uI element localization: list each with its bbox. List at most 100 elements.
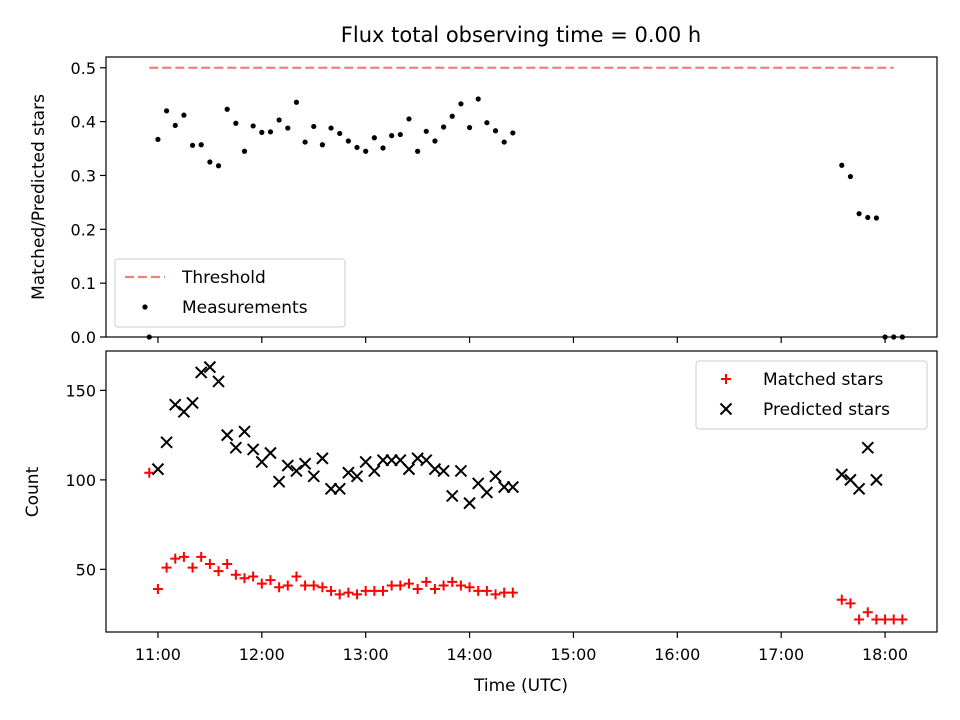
measurement-point [873,215,880,221]
measurement-point [285,125,291,131]
matched-stars-point [230,569,241,580]
matched-stars-point [464,582,475,593]
measurement-point [146,334,152,340]
legend-frame [114,258,346,328]
measurement-point [163,108,170,114]
matched-stars-point [265,575,276,586]
predicted-stars-point [342,466,355,479]
x-tick-label: 18:00 [862,645,908,664]
measurement-point [267,129,274,135]
matched-stars-point [161,562,172,573]
matched-stars-point [447,576,458,587]
measurement-point [215,163,222,169]
measurement-point [172,122,178,128]
matched-stars-point [880,614,891,625]
matched-stars-point [256,578,267,589]
legend-label: Matched stars [763,370,883,390]
x-tick-label: 15:00 [550,645,596,664]
predicted-stars-point [835,468,848,481]
matched-stars-point [429,584,440,595]
predicted-stars-point [368,464,381,478]
axes-frame [105,350,938,633]
top-panel: 0.0 0.1 0.2 0.3 0.4 0.5 Threshold Measurements [71,56,938,347]
matched-stars-point [386,580,397,591]
matched-stars-point [300,580,311,591]
y-tick-label: 50 [76,560,96,579]
matched-stars-point [196,551,207,562]
measurement-point [492,128,499,134]
legend-label: Predicted stars [763,400,890,420]
predicted-stars-point [229,441,243,454]
measurement-point [207,159,213,165]
predicted-stars-point [186,396,199,410]
matched-stars-point [291,571,302,582]
measurement-point [181,112,187,118]
y-tick-label: 0.0 [71,328,96,347]
matched-stars-point [455,580,466,591]
matched-stars-point [239,573,250,584]
matched-stars-point [507,587,518,598]
x-tick-label: 13:00 [343,645,389,664]
predicted-stars-point [203,360,217,374]
predicted-stars-point [220,428,234,442]
measurement-point [882,334,888,340]
predicted-stars-point [212,375,225,388]
predicted-stars-point [151,462,165,476]
matched-stars-point [343,587,354,598]
predicted-stars-point [246,443,260,456]
matched-stars-point [862,607,873,618]
predicted-stars-point [272,475,286,488]
axes-frame [105,56,938,338]
predicted-stars-point [437,464,450,478]
measurement-point [397,131,403,138]
matched-stars-point [222,558,233,569]
measurement-point [319,142,326,148]
matched-stars-point [187,562,198,573]
legend: Matched stars Predicted stars [695,360,928,430]
legend-label: Threshold [181,268,266,288]
y-tick-label: 0.3 [71,166,96,185]
measurement-point [891,334,897,340]
matched-stars-point [403,578,414,589]
predicted-stars-point [852,482,866,496]
matched-stars-point [170,553,181,564]
y-tick-label: 100 [65,471,96,490]
predicted-stars-point [307,470,320,483]
matched-stars-point [369,585,380,596]
legend-frame [695,360,928,430]
measurement-point [311,123,317,130]
matched-stars-point [871,614,882,625]
matched-stars-point [499,587,510,598]
matched-stars-point [144,467,155,478]
x-tick-label: 11:00 [135,645,181,664]
predicted-stars-point [489,470,502,483]
measurement-point [363,148,369,154]
measurement-point [354,144,360,151]
matched-stars-point [438,580,449,591]
predicted-stars-point [454,464,468,478]
measurement-point [406,116,412,122]
matched-stars-point [836,594,847,605]
measurement-point [371,135,377,141]
predicted-stars-point [480,486,494,499]
measurement-point [847,173,854,180]
predicted-stars-point [169,398,182,411]
matched-stars-point [308,580,319,591]
predicted-stars-point [350,470,364,483]
measurement-point [856,211,862,217]
measurement-point [865,214,871,221]
matched-stars-point [473,585,484,596]
matched-stars-point [334,589,345,600]
predicted-stars-point [290,464,303,478]
y-tick-label: 0.4 [71,113,96,132]
predicted-stars-point [333,482,346,496]
x-tick-label: 14:00 [447,645,493,664]
predicted-stars-point [264,446,277,460]
y-tick-label: 150 [65,381,96,400]
measurement-point [328,125,334,131]
measurement-point [475,96,481,102]
matched-stars-point [352,589,363,600]
legend-swatch-predicted [719,402,733,416]
measurement-point [449,113,455,119]
measurement-point [458,101,464,107]
